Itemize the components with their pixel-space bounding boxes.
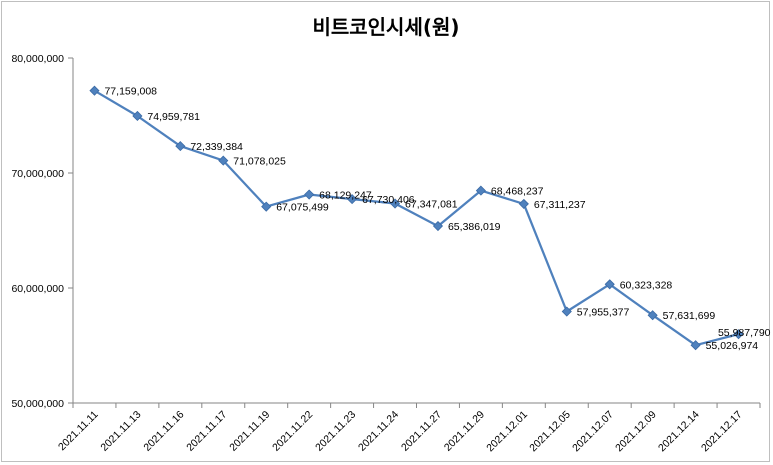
- data-point-marker: [475, 185, 486, 196]
- x-tick-label: 2021.12.05: [527, 409, 573, 455]
- data-point-marker: [218, 155, 229, 166]
- data-point-marker: [175, 141, 186, 152]
- data-label: 57,955,377: [577, 307, 630, 319]
- data-point-marker: [733, 329, 744, 340]
- data-labels: 77,159,008 74,959,781 72,339,384 71,078,025…: [104, 86, 770, 353]
- data-label: 67,347,081: [405, 199, 458, 211]
- data-label: 77,159,008: [104, 86, 157, 98]
- x-tick-label: 2021.12.01: [484, 409, 530, 455]
- y-tick-label: 80,000,000: [11, 53, 64, 65]
- data-label: 60,323,328: [620, 279, 673, 291]
- x-tick-label: 2021.12.09: [613, 409, 659, 455]
- data-point-marker: [432, 220, 444, 232]
- x-tick-label: 2021.11.27: [399, 409, 444, 454]
- data-point-marker: [647, 310, 658, 321]
- data-label: 67,730,406: [362, 194, 415, 206]
- data-label: 68,468,237: [491, 186, 544, 198]
- x-tick-label: 2021.12.17: [699, 409, 745, 455]
- data-point-marker: [690, 340, 701, 351]
- x-tick-label: 2021.11.22: [270, 409, 315, 454]
- data-label: 57,631,699: [663, 310, 716, 322]
- x-axis: 2021.11.112021.11.132021.11.162021.11.17…: [56, 402, 761, 455]
- x-tick-label: 2021.11.29: [442, 409, 487, 454]
- data-label: 67,075,499: [276, 202, 329, 214]
- series-bitcoin-price: [89, 85, 744, 351]
- data-label: 55,026,974: [706, 340, 759, 352]
- data-point-marker: [304, 189, 315, 200]
- data-point-marker: [132, 110, 143, 122]
- x-tick-label: 2021.11.19: [227, 409, 272, 454]
- x-tick-label: 2021.11.13: [98, 409, 143, 454]
- data-point-marker: [604, 279, 615, 290]
- x-tick-label: 2021.11.16: [141, 409, 186, 454]
- data-point-marker: [261, 201, 272, 212]
- x-tick-label: 2021.11.23: [313, 409, 358, 454]
- x-tick-label: 2021.11.11: [56, 409, 101, 454]
- data-label: 67,311,237: [534, 199, 586, 211]
- y-tick-label: 70,000,000: [11, 168, 64, 180]
- x-tick-label: 2021.11.17: [184, 409, 229, 454]
- y-tick-label: 50,000,000: [11, 398, 64, 410]
- series-line: [93, 89, 739, 347]
- x-tick-label: 2021.11.24: [356, 409, 401, 454]
- y-tick-label: 60,000,000: [11, 283, 64, 295]
- x-tick-label: 2021.12.14: [656, 409, 702, 455]
- data-label: 68,129,247: [319, 190, 372, 202]
- chart-title: 비트코인시세(원): [312, 15, 459, 39]
- data-label: 65,386,019: [448, 221, 501, 233]
- data-label: 74,959,781: [147, 111, 200, 123]
- data-point-marker: [389, 198, 401, 209]
- data-label: 72,339,384: [190, 141, 243, 153]
- data-label: 71,078,025: [233, 156, 286, 168]
- x-tick-label: 2021.12.07: [570, 409, 616, 455]
- data-point-marker: [518, 198, 529, 209]
- data-point-marker: [347, 194, 358, 205]
- y-axis: 50,000,000 60,000,000 70,000,000 80,000,000: [11, 53, 74, 410]
- data-point-marker: [561, 306, 572, 317]
- data-point-marker: [89, 85, 100, 96]
- data-label: 55,987,790: [718, 327, 771, 339]
